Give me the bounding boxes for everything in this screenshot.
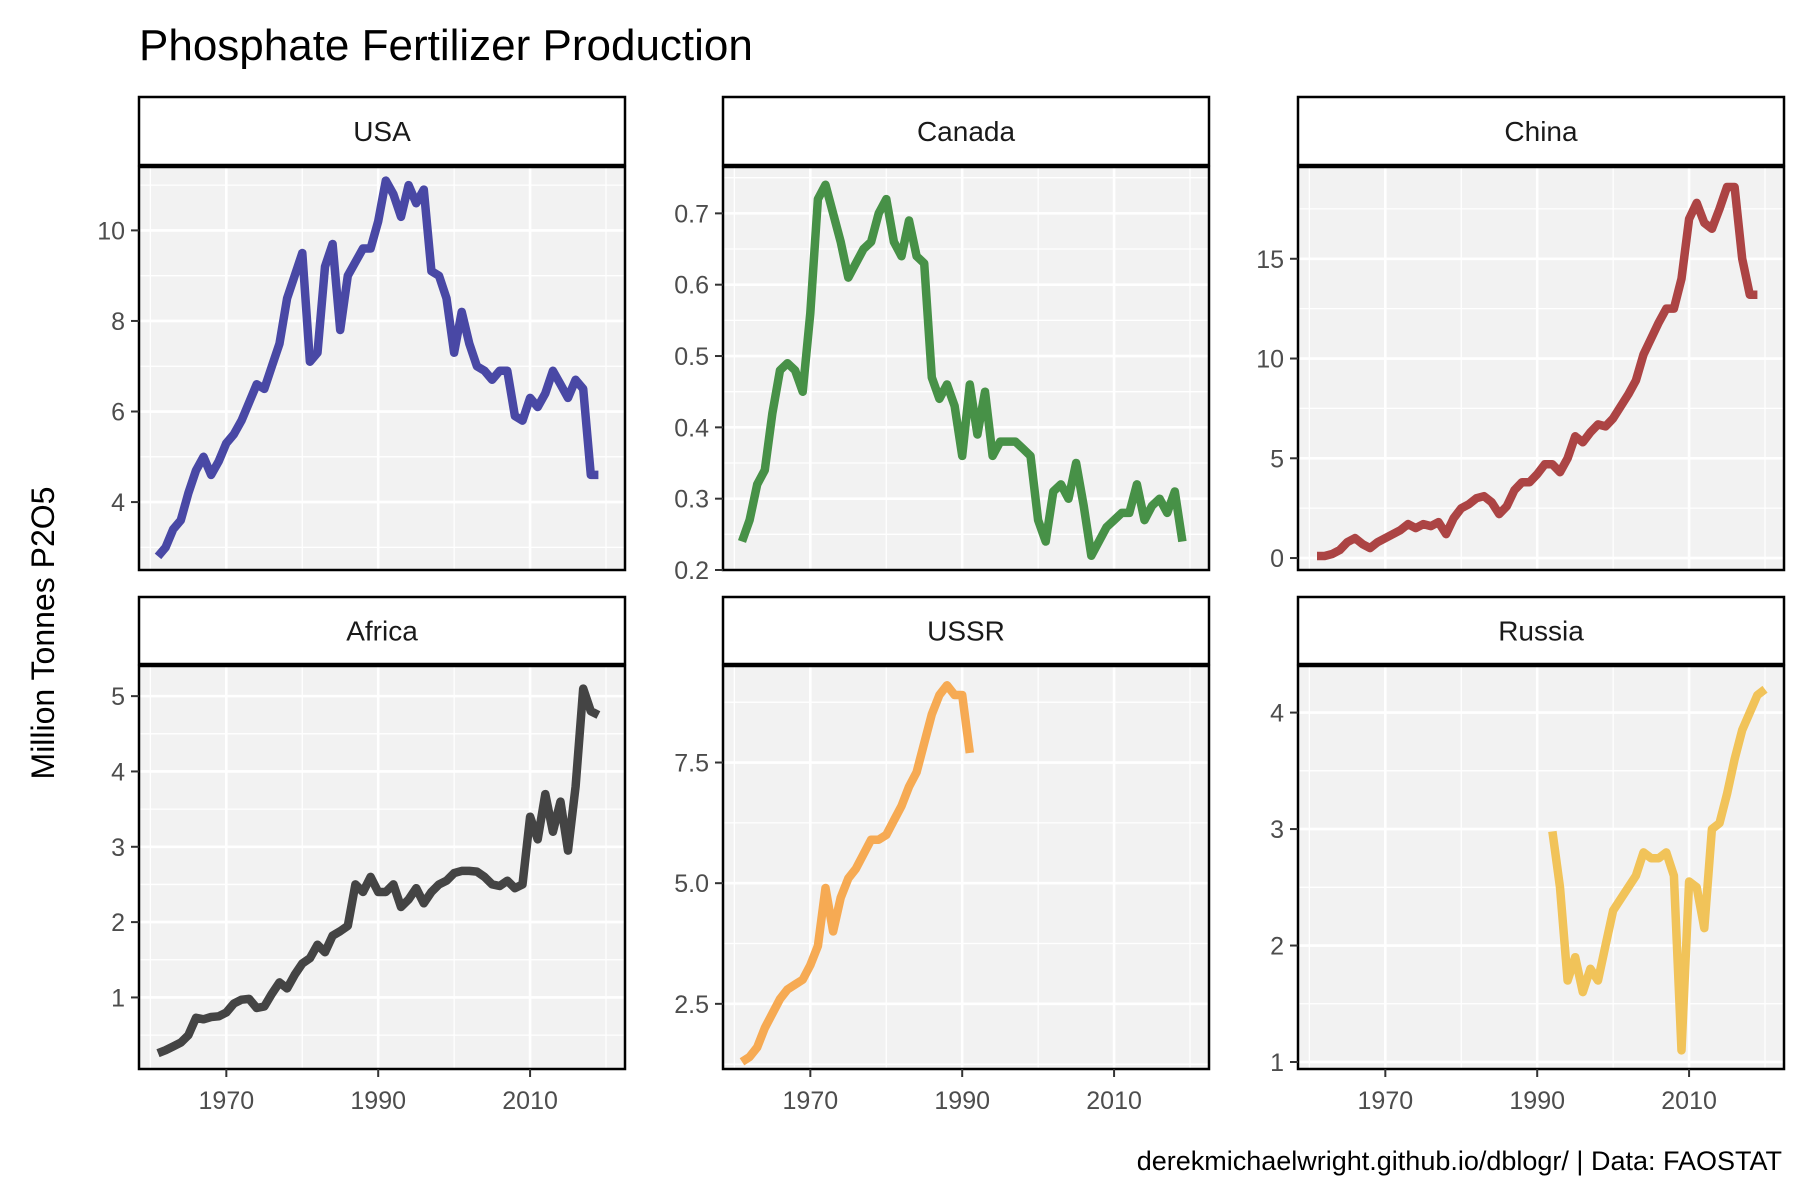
panel-border-canada	[721, 165, 1211, 572]
x-tick-label: 1990	[1509, 1087, 1565, 1115]
strip-label-africa: Africa	[346, 616, 418, 647]
y-tick-label: 10	[1256, 346, 1284, 374]
y-tick-label: 0.2	[674, 557, 709, 585]
strip-africa	[137, 595, 627, 666]
strip-ussr	[721, 595, 1211, 666]
panel-canada: Canada 0.2 0.3 0.4 0.5 0.6 0.7	[674, 95, 1211, 585]
y-tick-label: 1	[111, 984, 125, 1012]
y-tick-label: 6	[111, 399, 125, 427]
y-tick-label: 3	[111, 834, 125, 862]
y-tick-label: 10	[97, 217, 125, 245]
panel-border-africa	[137, 664, 627, 1071]
strip-label-canada: Canada	[917, 116, 1016, 147]
series-line-china	[1317, 182, 1758, 561]
series-line-canada	[737, 180, 1187, 560]
strip-russia	[1296, 595, 1786, 666]
y-tick-label: 2	[111, 909, 125, 937]
series-line-russia	[1548, 685, 1768, 1055]
y-axis-label: Million Tonnes P2O5	[25, 487, 61, 780]
panels: USA 4 6 8 10 Canada 0.2 0.3 0.4 0.5 0.6 0.7 China 0 5 1…	[97, 95, 1786, 1115]
x-tick-label: 2010	[1086, 1087, 1142, 1115]
panel-usa: USA 4 6 8 10	[97, 95, 627, 572]
panel-china: China 0 5 10 15	[1256, 95, 1786, 573]
series-line-ussr	[739, 681, 975, 1066]
y-tick-label: 0	[1270, 545, 1284, 573]
strip-label-ussr: USSR	[927, 616, 1005, 647]
plot-area-china	[1298, 167, 1784, 570]
y-tick-label: 8	[111, 308, 125, 336]
y-tick-label: 5.0	[674, 870, 709, 898]
y-tick-label: 0.3	[674, 486, 709, 514]
y-tick-label: 3	[1270, 816, 1284, 844]
chart-title: Phosphate Fertilizer Production	[139, 21, 753, 70]
panel-africa: Africa 1 2 3 4 5 1970 1990 2010	[111, 595, 627, 1115]
y-tick-label: 2	[1270, 933, 1284, 961]
strip-canada	[721, 95, 1211, 167]
panel-border-usa	[137, 165, 627, 572]
series-line-usa	[154, 176, 599, 560]
y-tick-label: 0.4	[674, 414, 709, 442]
x-tick-label: 1990	[934, 1087, 990, 1115]
y-tick-label: 15	[1256, 246, 1284, 274]
y-tick-label: 0.7	[674, 200, 709, 228]
y-tick-label: 4	[111, 758, 125, 786]
series-line-africa	[156, 684, 601, 1058]
panel-ussr: USSR 2.5 5.0 7.5 1970 1990 2010	[674, 595, 1211, 1115]
strip-usa	[137, 95, 627, 167]
strip-label-russia: Russia	[1498, 616, 1584, 647]
plot-area-africa	[139, 666, 625, 1069]
y-tick-label: 0.6	[674, 272, 709, 300]
y-tick-label: 5	[1270, 445, 1284, 473]
y-tick-label: 2.5	[674, 991, 709, 1019]
strip-label-usa: USA	[353, 116, 411, 147]
x-tick-label: 1970	[1358, 1087, 1414, 1115]
y-tick-label: 5	[111, 683, 125, 711]
panel-russia: Russia 1 2 3 4 1970 1990 2010	[1270, 595, 1786, 1115]
x-tick-label: 2010	[502, 1087, 558, 1115]
y-tick-label: 4	[111, 489, 125, 517]
panel-border-china	[1296, 165, 1786, 572]
x-tick-label: 1990	[350, 1087, 406, 1115]
plot-area-russia	[1298, 666, 1784, 1069]
x-tick-label: 2010	[1661, 1087, 1717, 1115]
strip-label-china: China	[1504, 116, 1578, 147]
y-tick-label: 7.5	[674, 750, 709, 778]
x-tick-label: 1970	[783, 1087, 839, 1115]
x-tick-label: 1970	[199, 1087, 255, 1115]
y-tick-label: 4	[1270, 700, 1284, 728]
y-tick-label: 0.5	[674, 343, 709, 371]
panel-border-ussr	[721, 664, 1211, 1071]
caption: derekmichaelwright.github.io/dblogr/ | D…	[1137, 1146, 1782, 1176]
panel-border-russia	[1296, 664, 1786, 1071]
strip-china	[1296, 95, 1786, 167]
y-tick-label: 1	[1270, 1049, 1284, 1077]
